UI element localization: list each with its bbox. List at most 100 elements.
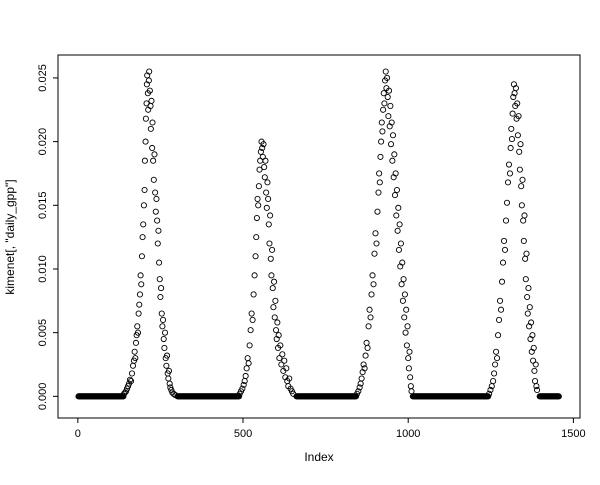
- data-point: [259, 144, 266, 152]
- data-point: [494, 355, 501, 362]
- data-point: [276, 355, 283, 362]
- data-point: [532, 378, 539, 385]
- data-point: [156, 259, 163, 266]
- data-point: [400, 276, 407, 283]
- data-point: [127, 378, 135, 385]
- data-point: [388, 119, 395, 126]
- data-point: [495, 332, 502, 339]
- data-point: [370, 281, 377, 288]
- data-point: [131, 348, 138, 355]
- data-point: [362, 352, 369, 359]
- data-point: [154, 217, 161, 224]
- plot-layer: 0 500 1000 1500 0.000 0.005 0.010 0.015 0.020 0.0…: [37, 54, 586, 440]
- data-point: [389, 157, 396, 164]
- data-point: [376, 179, 383, 186]
- data-point: [250, 291, 257, 298]
- data-point: [166, 380, 173, 387]
- data-point: [529, 332, 536, 339]
- data-point: [272, 297, 279, 304]
- data-point: [278, 361, 285, 368]
- data-point: [254, 195, 261, 202]
- data-point: [138, 281, 145, 288]
- data-point: [375, 189, 382, 196]
- data-point: [393, 212, 400, 219]
- data-point: [395, 204, 402, 211]
- data-point: [510, 93, 517, 101]
- data-point: [518, 202, 525, 209]
- data-point: [262, 157, 269, 164]
- data-point: [161, 344, 168, 351]
- data-point: [492, 361, 499, 368]
- data-point: [380, 106, 387, 113]
- data-point: [501, 246, 509, 253]
- data-point: [371, 250, 378, 257]
- data-point: [521, 212, 528, 219]
- data-point: [531, 367, 538, 374]
- data-point: [395, 246, 403, 253]
- data-point: [263, 189, 270, 196]
- data-point: [396, 221, 403, 228]
- data-point: [160, 316, 167, 323]
- data-point: [405, 365, 412, 372]
- data-point: [406, 348, 413, 355]
- data-point: [389, 132, 397, 139]
- data-point: [491, 370, 498, 377]
- data-point: [508, 125, 515, 132]
- data-point: [170, 390, 177, 397]
- data-point: [520, 237, 527, 245]
- data-point: [246, 342, 253, 349]
- data-point: [372, 230, 379, 237]
- data-point: [518, 183, 525, 190]
- data-point: [149, 144, 156, 152]
- y-tick-label: 0.010: [37, 255, 49, 283]
- data-point: [512, 85, 519, 92]
- data-point: [158, 310, 165, 317]
- data-point: [240, 381, 247, 388]
- data-point: [528, 319, 535, 326]
- data-point: [381, 100, 388, 107]
- data-point: [290, 390, 297, 397]
- data-point: [261, 164, 268, 171]
- data-point: [397, 240, 404, 247]
- data-point: [387, 141, 395, 148]
- data-point: [255, 183, 262, 190]
- data-point: [508, 136, 515, 143]
- data-point: [157, 293, 164, 301]
- data-point: [271, 314, 278, 321]
- data-point: [500, 237, 508, 245]
- data-point: [368, 291, 375, 298]
- x-tick-label: 1500: [561, 428, 585, 440]
- data-point: [142, 138, 149, 145]
- data-point: [532, 361, 539, 368]
- data-point: [142, 115, 149, 122]
- data-point: [135, 310, 142, 317]
- data-point: [239, 385, 246, 392]
- data-point: [376, 170, 383, 177]
- data-point: [369, 272, 376, 279]
- data-point: [524, 293, 531, 301]
- data-point: [266, 240, 273, 247]
- data-point: [244, 355, 251, 362]
- data-point: [249, 316, 256, 323]
- data-point: [145, 106, 152, 113]
- data-point: [160, 335, 167, 343]
- data-point: [151, 151, 158, 158]
- data-point: [496, 297, 504, 304]
- data-point: [260, 141, 267, 148]
- data-point: [264, 179, 271, 186]
- data-point: [145, 77, 152, 84]
- data-point: [270, 304, 277, 311]
- data-point: [158, 285, 165, 292]
- data-point: [391, 192, 399, 199]
- data-point: [385, 87, 393, 94]
- data-point: [506, 170, 514, 177]
- data-point: [138, 253, 145, 260]
- data-point: [155, 227, 162, 234]
- x-tick-label: 0: [75, 428, 81, 440]
- data-point: [255, 202, 262, 209]
- data-point: [261, 174, 268, 181]
- data-point: [394, 227, 401, 234]
- data-point: [378, 119, 385, 126]
- data-point: [384, 74, 391, 81]
- data-point: [163, 352, 171, 359]
